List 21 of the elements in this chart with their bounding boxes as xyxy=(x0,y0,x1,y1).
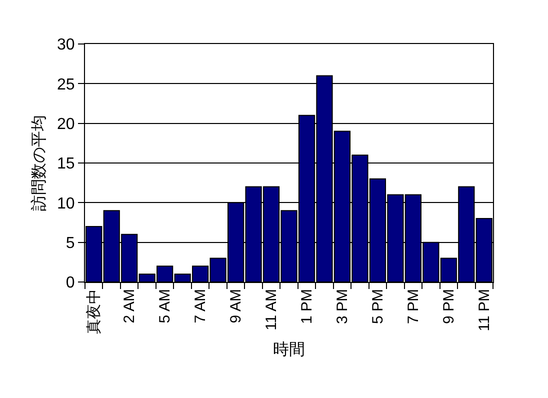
x-tick-label: 3 PM xyxy=(334,289,352,324)
x-tick-label: 1 PM xyxy=(298,289,316,324)
y-tick-label: 20 xyxy=(57,116,75,133)
x-tick-label: 2 AM xyxy=(121,289,138,324)
y-tick-label: 30 xyxy=(57,36,75,54)
x-tick-label: 5 AM xyxy=(156,289,174,324)
y-tick-label: 5 xyxy=(66,234,75,252)
y-tick-label: 0 xyxy=(66,274,75,292)
y-tick-label: 25 xyxy=(57,76,75,94)
x-tick-label: 7 PM xyxy=(405,289,422,324)
y-tick-label: 10 xyxy=(57,195,75,212)
x-tick-label: 9 AM xyxy=(228,289,245,324)
y-tick-label: 15 xyxy=(57,156,75,173)
x-tick-label: 9 PM xyxy=(440,289,458,324)
x-tick-label: 5 PM xyxy=(370,289,387,324)
x-tick-label: 7 AM xyxy=(192,289,210,324)
x-tick-label: 真夜中 xyxy=(86,289,103,334)
x-tick-label: 11 PM xyxy=(476,289,494,332)
y-axis-title: 訪問数の平均 xyxy=(30,115,48,211)
x-axis-title: 時間 xyxy=(273,340,305,359)
x-tick-label: 11 AM xyxy=(263,289,280,330)
